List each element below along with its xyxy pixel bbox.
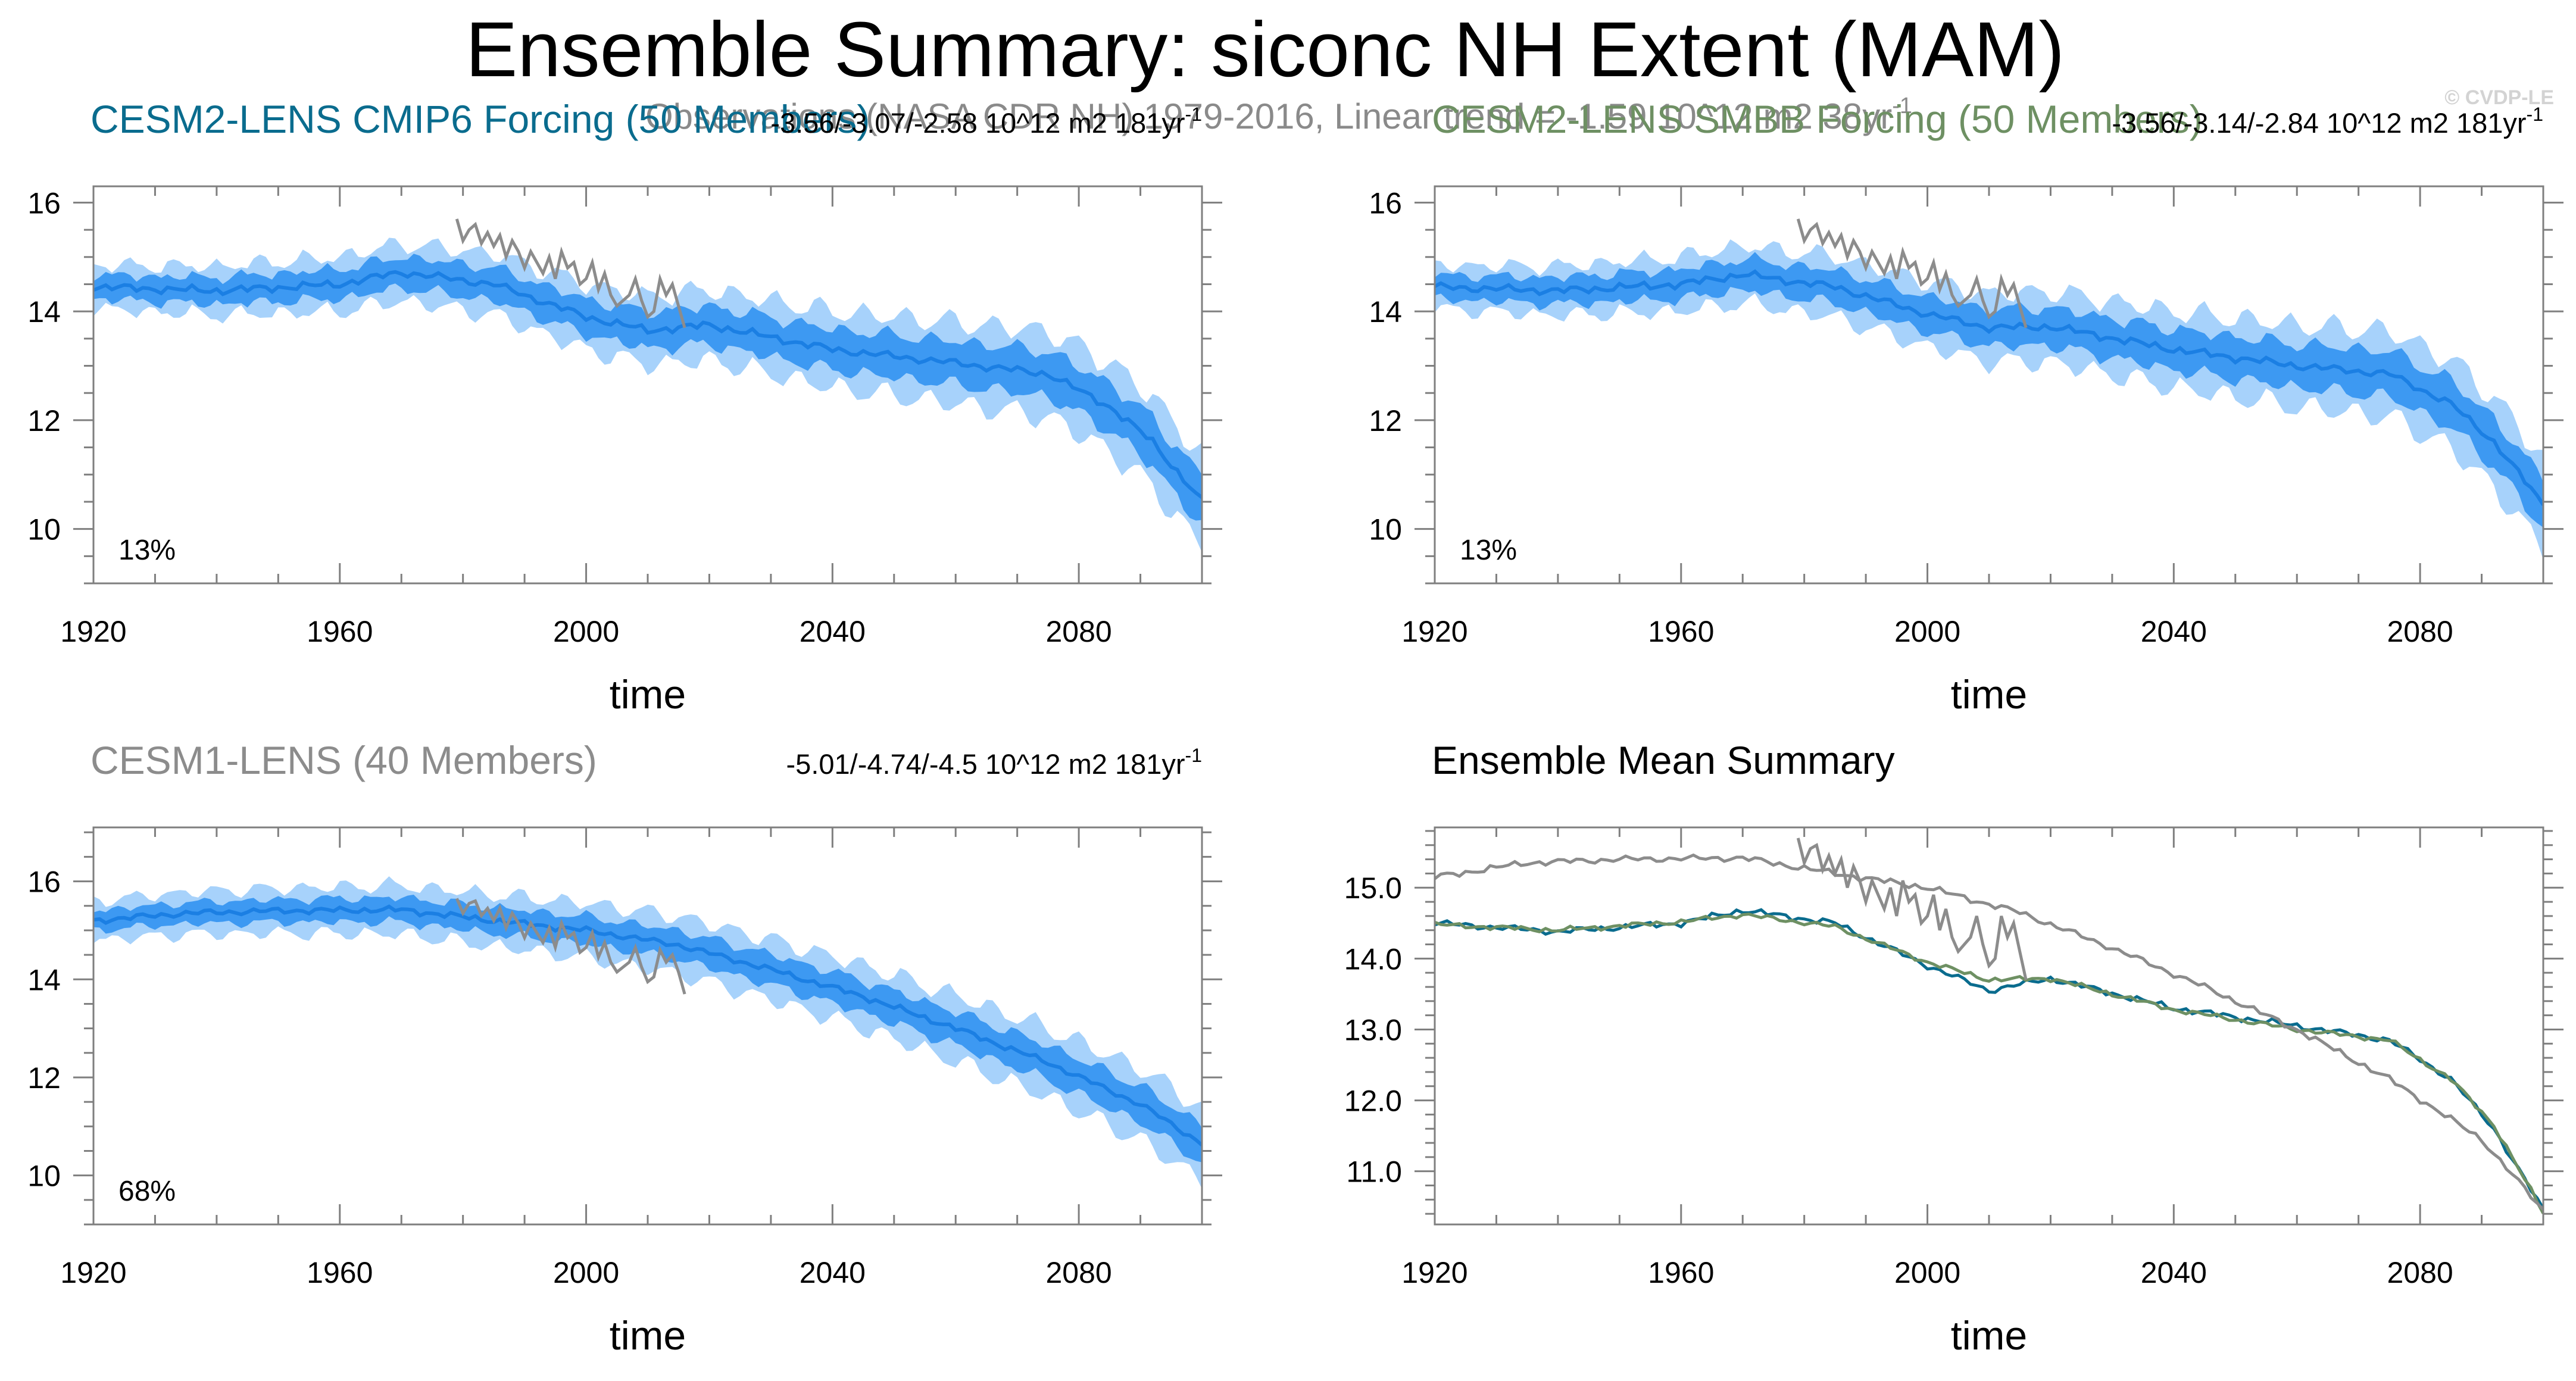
- ensemble-mean-line: [1435, 269, 2543, 506]
- panel-title: CESM1-LENS (40 Members): [90, 738, 597, 782]
- panel-ensemble-mean-summary: 1920 1960 2000 2040 2080 11.0 12.0 13.0 14.0 15.0…: [1344, 738, 2563, 1358]
- x-axis-label: time: [1951, 1313, 2027, 1358]
- trend-label: -3.56/-3.07/-2.58 10^12 m2 181yr-1: [770, 104, 1202, 139]
- x-tick-label-2000: 2000: [1894, 615, 1960, 648]
- y-tick-label: 10: [1369, 513, 1402, 546]
- x-axis-label: time: [1951, 672, 2027, 717]
- y-tick-label: 11.0: [1346, 1155, 1402, 1189]
- ensemble-iqr-band: [1435, 252, 2543, 528]
- y-tick-label: 16: [27, 186, 61, 220]
- percent-label: 13%: [1460, 535, 1517, 566]
- y-tick-label: 14: [1369, 295, 1402, 329]
- observations-label-text: Observations (NASA CDR NH) 1979-2016, Li…: [645, 96, 1892, 136]
- trend-label: -5.01/-4.74/-4.5 10^12 m2 181yr-1: [786, 745, 1202, 780]
- series-line-3: [1435, 853, 2543, 1211]
- x-tick-label-2040: 2040: [800, 1256, 866, 1289]
- panel-cesm1: 1920 1960 2000 2040 2080 10 12 14 16 time CESM1-LE…: [27, 738, 1222, 1358]
- x-tick-label-1920: 1920: [1401, 1256, 1467, 1289]
- x-tick-label-1920: 1920: [1401, 615, 1467, 648]
- y-tick-label: 12: [27, 1061, 61, 1095]
- y-tick-label: 16: [27, 866, 61, 899]
- plot-area: [93, 876, 1202, 1189]
- x-tick-label-2080: 2080: [2387, 1256, 2453, 1289]
- credit-label: © CVDP-LE: [2444, 86, 2554, 109]
- x-tick-label-2080: 2080: [1045, 615, 1111, 648]
- percent-label: 13%: [118, 535, 176, 566]
- observations-label-sup: -1: [1892, 93, 1912, 118]
- y-tick-label: 14.0: [1344, 942, 1402, 976]
- x-tick-label-1960: 1960: [1648, 615, 1714, 648]
- x-tick-label-2080: 2080: [2387, 615, 2453, 648]
- observations-line: [455, 898, 686, 995]
- x-tick-label-2000: 2000: [553, 615, 619, 648]
- series-line-2: [1435, 913, 2543, 1214]
- panel-title: CESM2-LENS SMBB Forcing (50 Members): [1432, 97, 2203, 141]
- y-tick-label: 14: [27, 963, 61, 996]
- ensemble-iqr-band: [93, 895, 1202, 1163]
- y-tick-label: 16: [1369, 186, 1402, 220]
- trend-label: -3.56/-3.14/-2.84 10^12 m2 181yr-1: [2112, 104, 2543, 139]
- x-tick-label-1960: 1960: [307, 1256, 373, 1289]
- panel-title: CESM2-LENS CMIP6 Forcing (50 Members): [90, 97, 870, 141]
- plot-area: [93, 218, 1202, 553]
- x-tick-label-1960: 1960: [307, 615, 373, 648]
- ensemble-range-band: [93, 238, 1202, 553]
- x-tick-label-2040: 2040: [800, 615, 866, 648]
- plot-area: [1435, 838, 2543, 1214]
- ensemble-range-band: [1435, 239, 2543, 560]
- x-tick-label-1920: 1920: [60, 615, 126, 648]
- percent-label: 68%: [118, 1176, 176, 1207]
- x-tick-label-2000: 2000: [553, 1256, 619, 1289]
- y-tick-label: 10: [27, 513, 61, 546]
- x-tick-label-2040: 2040: [2141, 615, 2207, 648]
- x-tick-label-2000: 2000: [1894, 1256, 1960, 1289]
- panel-cesm2-cmip6: 1920 1960 2000 2040 2080 10 12 14 16 time CESM2-LE…: [27, 97, 1222, 717]
- plot-area: [1435, 218, 2543, 560]
- ensemble-mean-line: [93, 270, 1202, 499]
- observations-line: [1796, 218, 2028, 329]
- x-axis-label: time: [610, 1313, 686, 1358]
- figure-title: Ensemble Summary: siconc NH Extent (MAM): [466, 5, 2065, 93]
- observations-label: Observations (NASA CDR NH) 1979-2016, Li…: [645, 93, 1912, 136]
- panel-title: Ensemble Mean Summary: [1432, 738, 1895, 782]
- x-tick-label-1960: 1960: [1648, 1256, 1714, 1289]
- y-tick-label: 12: [27, 404, 61, 438]
- y-tick-label: 13.0: [1344, 1013, 1402, 1046]
- x-tick-label-2040: 2040: [2141, 1256, 2207, 1289]
- ensemble-iqr-band: [93, 254, 1202, 521]
- ensemble-mean-line: [93, 904, 1202, 1147]
- x-tick-label-1920: 1920: [60, 1256, 126, 1289]
- y-tick-label: 12: [1369, 404, 1402, 438]
- y-tick-label: 12.0: [1344, 1085, 1402, 1118]
- series-line-1: [1435, 908, 2543, 1210]
- observations-line: [1796, 838, 2028, 980]
- panel-cesm2-smbb: 1920 1960 2000 2040 2080 10 12 14 16 time CESM2-LE…: [1369, 97, 2563, 717]
- y-tick-label: 10: [27, 1160, 61, 1193]
- y-tick-label: 15.0: [1344, 871, 1402, 905]
- observations-line: [455, 218, 686, 329]
- y-tick-label: 14: [27, 295, 61, 329]
- x-tick-label-2080: 2080: [1045, 1256, 1111, 1289]
- x-axis-label: time: [610, 672, 686, 717]
